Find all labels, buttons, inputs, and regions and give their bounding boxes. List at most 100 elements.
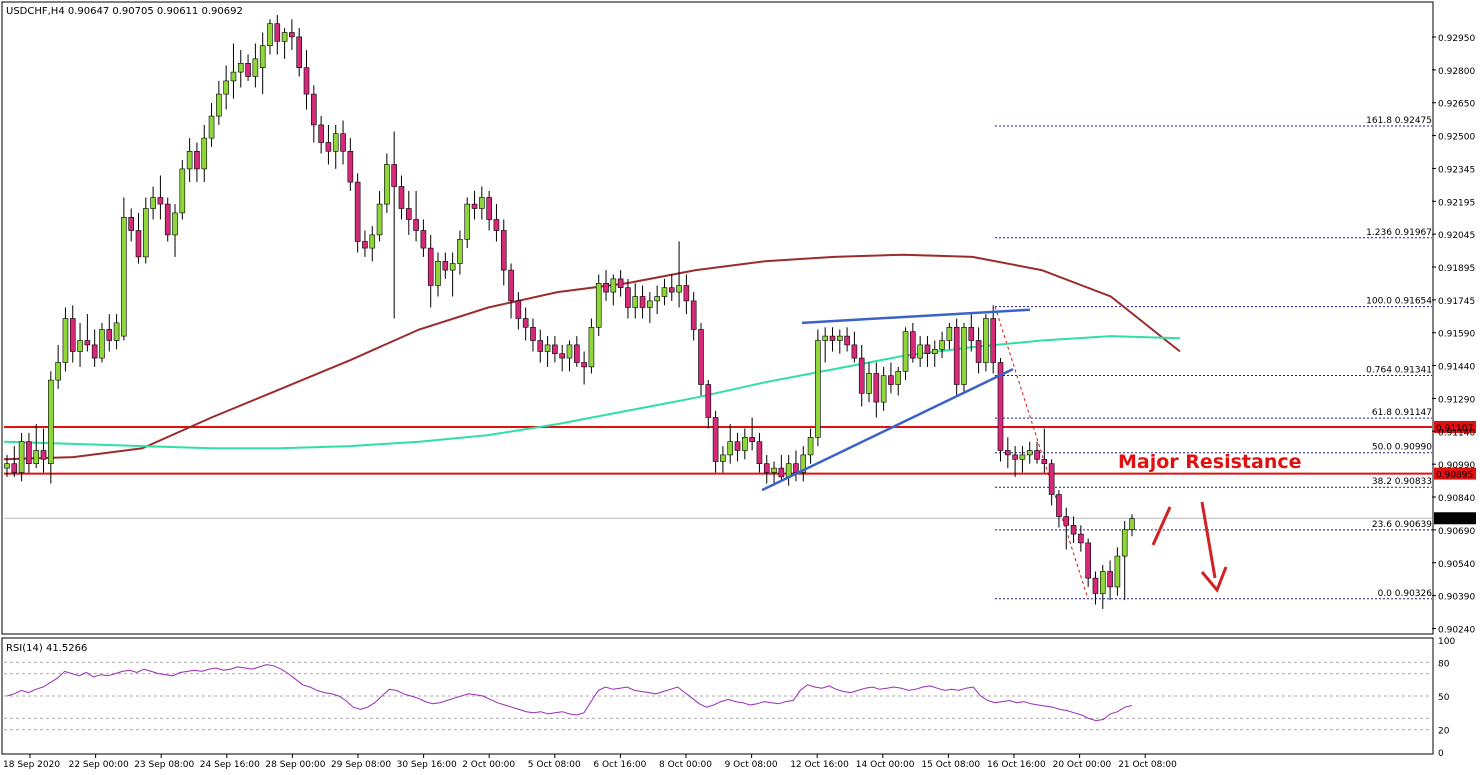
candle: [829, 327, 836, 352]
x-tick-label: 5 Oct 08:00: [528, 760, 581, 770]
candle-body-bear: [11, 463, 18, 473]
candle: [574, 336, 580, 367]
candle-body-bear: [683, 285, 690, 302]
candle-body-bear: [1041, 458, 1048, 464]
candle-body-bull: [647, 300, 653, 308]
x-tick-label: 21 Oct 08:00: [1118, 760, 1177, 770]
candle-body-bull: [281, 32, 288, 42]
candle: [800, 446, 807, 482]
candle-body-bull: [150, 197, 156, 209]
candle-body-bull: [267, 23, 273, 47]
candle: [888, 362, 894, 394]
candle: [683, 274, 690, 315]
y-tick-label: 0.90990: [1438, 461, 1475, 471]
candle: [617, 270, 624, 297]
x-tick-label: 2 Oct 00:00: [462, 760, 515, 770]
candle-body-bull: [939, 340, 945, 350]
candle-body-bear: [1034, 450, 1040, 460]
candle-body-bull: [464, 203, 471, 240]
candle: [771, 461, 777, 486]
candle-body-bull: [1114, 555, 1121, 588]
candle-body-bear: [289, 32, 295, 38]
candle-body-bull: [62, 318, 69, 363]
candle: [588, 318, 595, 374]
candle: [742, 428, 748, 460]
rsi-axis-label: 50: [1438, 693, 1450, 703]
candle: [135, 212, 142, 264]
candle: [164, 197, 171, 242]
x-tick-label: 22 Sep 00:00: [69, 760, 129, 770]
candle: [11, 446, 18, 477]
candle-body-bull: [479, 197, 485, 209]
x-tick-label: 16 Oct 16:00: [987, 760, 1046, 770]
candle-body-bear: [581, 362, 587, 368]
candle-body-bull: [186, 151, 193, 170]
candle-body-bear: [318, 124, 324, 143]
candle-body-bull: [142, 208, 149, 258]
candle-body-bear: [552, 344, 558, 354]
candle-body-bear: [157, 197, 164, 205]
candle-body-bull: [880, 375, 887, 403]
candle: [515, 292, 522, 330]
candle-body-bear: [1070, 524, 1077, 535]
candle: [99, 322, 105, 363]
candle: [1012, 446, 1018, 477]
candle-body-bear: [997, 362, 1004, 451]
candle-body-bear: [888, 375, 894, 385]
candle-body-bull: [632, 296, 639, 308]
candle-body-bull: [376, 203, 383, 236]
y-tick-label: 0.92500: [1438, 133, 1475, 143]
candle-body-bear: [362, 241, 368, 249]
candle-body-bull: [223, 80, 229, 95]
candle-body-bear: [69, 318, 76, 352]
candle: [457, 230, 463, 275]
candle: [953, 318, 960, 396]
candle: [55, 344, 61, 389]
candle-body-bull: [18, 441, 25, 473]
candle: [836, 329, 843, 354]
candle: [150, 186, 156, 220]
candle-body-bear: [486, 197, 492, 220]
candle: [84, 314, 91, 352]
candle: [508, 263, 514, 319]
candle-body-bear: [106, 329, 113, 341]
candle: [537, 329, 544, 363]
x-tick-label: 15 Oct 08:00: [921, 760, 980, 770]
candle-body-bull: [836, 335, 843, 341]
candle-body-bear: [84, 340, 91, 346]
candle-body-bull: [588, 326, 595, 368]
candle: [427, 234, 434, 308]
candle-body-bull: [172, 212, 178, 236]
candle: [332, 124, 339, 169]
candle: [895, 366, 902, 396]
candle: [917, 336, 923, 367]
x-tick-label: 14 Oct 00:00: [856, 760, 915, 770]
candle: [654, 285, 660, 315]
candle: [464, 197, 471, 249]
candle: [69, 305, 76, 363]
candle-body-bear: [712, 417, 719, 462]
candle: [303, 50, 310, 110]
candle-body-bear: [603, 282, 609, 293]
candle-body-bull: [931, 348, 938, 354]
candle: [186, 138, 193, 183]
candle: [544, 336, 551, 367]
candle-body-bear: [953, 326, 960, 385]
candle: [661, 278, 668, 306]
candle: [362, 230, 368, 257]
candle-body-bear: [508, 269, 514, 302]
candle-body-bull: [1099, 571, 1106, 594]
candle: [990, 305, 997, 374]
candle: [26, 432, 32, 473]
candle: [581, 351, 587, 385]
candle-body-bear: [559, 353, 565, 359]
candle: [384, 153, 390, 213]
candle-body-bear: [522, 318, 529, 328]
candle: [4, 454, 10, 477]
candle: [1019, 446, 1026, 473]
candle: [595, 274, 602, 337]
candle: [289, 19, 295, 51]
y-tick-label: 0.92950: [1438, 34, 1475, 44]
y-tick-label: 0.92650: [1438, 100, 1475, 110]
candle-body-bear: [537, 340, 544, 352]
